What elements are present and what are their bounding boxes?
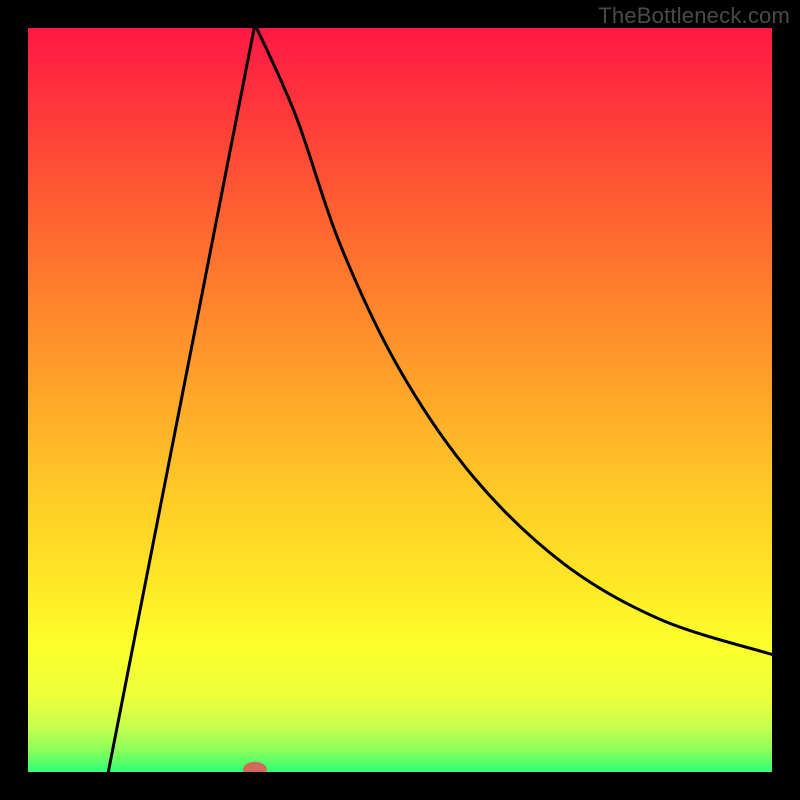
bottleneck-chart-svg <box>0 0 800 800</box>
plot-background <box>28 28 772 772</box>
watermark-text: TheBottleneck.com <box>598 3 790 29</box>
chart-container: TheBottleneck.com <box>0 0 800 800</box>
minimum-marker <box>243 762 267 778</box>
